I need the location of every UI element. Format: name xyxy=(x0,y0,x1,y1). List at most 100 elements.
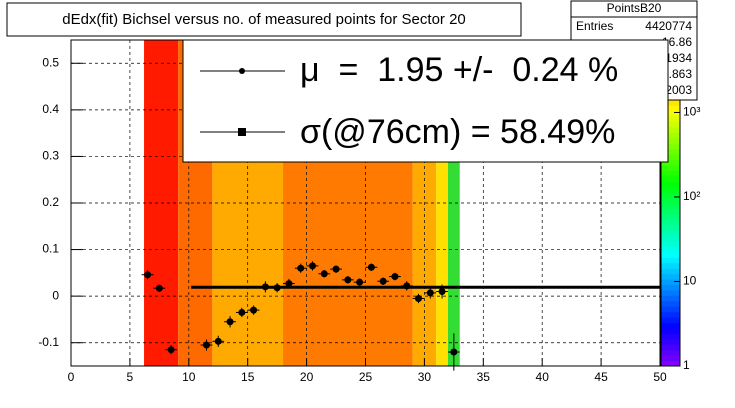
z-tick-label: 10³ xyxy=(683,105,700,119)
heat-cell xyxy=(436,40,448,366)
y-tick-label: 0.4 xyxy=(42,102,59,116)
point xyxy=(403,282,411,290)
z-tick-label: 1 xyxy=(683,358,690,372)
palette-strip xyxy=(661,203,680,209)
stats-value: 7.863 xyxy=(662,67,692,81)
x-tick-label: 20 xyxy=(300,370,314,384)
palette-strip xyxy=(661,317,680,324)
palette-strip xyxy=(661,235,680,242)
palette-strip xyxy=(661,268,680,275)
palette-strip xyxy=(661,116,680,122)
point xyxy=(202,341,210,349)
x-tick-label: 35 xyxy=(477,370,491,384)
point xyxy=(391,273,399,281)
point xyxy=(155,284,163,292)
palette-strip xyxy=(661,121,680,128)
legend-entry: μ = 1.95 +/- 0.24 % xyxy=(300,51,618,89)
palette-strip xyxy=(661,213,680,220)
point xyxy=(367,263,375,271)
legend-marker xyxy=(238,128,246,136)
point xyxy=(273,284,281,292)
y-tick-label: 0 xyxy=(52,288,59,302)
z-tick-label: 10² xyxy=(683,189,700,203)
legend-entry: σ(@76cm) = 58.49% xyxy=(300,113,615,151)
palette-strip xyxy=(661,170,680,177)
palette-strip xyxy=(661,327,680,334)
legend: μ = 1.95 +/- 0.24 % σ(@76cm) = 58.49% xyxy=(182,39,669,163)
x-tick-label: 45 xyxy=(594,370,608,384)
palette-strip xyxy=(661,262,680,269)
x-tick-label: 10 xyxy=(182,370,196,384)
title-box xyxy=(6,2,522,37)
x-tick-label: 50 xyxy=(653,370,667,384)
legend-frame xyxy=(182,39,669,163)
stats-value: 16.86 xyxy=(662,35,692,49)
stats-entries: 4420774 xyxy=(645,19,692,33)
palette-strip xyxy=(661,273,680,280)
palette-strip xyxy=(661,251,680,258)
point xyxy=(332,265,340,273)
palette-strip xyxy=(661,230,680,237)
point xyxy=(297,264,305,272)
point xyxy=(415,294,423,302)
palette-strip xyxy=(661,132,680,139)
palette-strip xyxy=(661,126,680,133)
y-tick-label: 0.5 xyxy=(42,55,59,69)
point xyxy=(308,262,316,270)
x-tick-label: 5 xyxy=(127,370,134,384)
y-tick-label: 0.2 xyxy=(42,195,59,209)
palette-strip xyxy=(661,360,680,367)
point xyxy=(226,318,234,326)
point xyxy=(356,278,364,286)
point xyxy=(379,277,387,285)
palette-strip xyxy=(661,159,680,166)
palette-strip xyxy=(661,279,680,285)
palette-strip xyxy=(661,164,680,171)
x-tick-label: 25 xyxy=(359,370,373,384)
palette-strip xyxy=(661,154,680,161)
point xyxy=(238,308,246,316)
point xyxy=(426,289,434,297)
palette-strip xyxy=(661,257,680,264)
x-tick-label: 15 xyxy=(241,370,255,384)
palette-strip xyxy=(661,186,680,193)
point xyxy=(167,346,175,354)
palette-strip xyxy=(661,241,680,247)
palette-strip xyxy=(661,338,680,345)
heat-cell xyxy=(447,40,460,366)
palette-strip xyxy=(661,333,680,340)
stats-name: PointsB20 xyxy=(607,1,662,15)
palette-strip xyxy=(661,197,680,204)
palette-strip xyxy=(661,246,680,253)
palette-strip xyxy=(661,300,680,307)
palette-strip xyxy=(661,295,680,302)
point xyxy=(261,283,269,291)
palette-strip xyxy=(661,137,680,144)
point xyxy=(285,280,293,288)
point xyxy=(214,337,222,345)
palette-strip xyxy=(661,99,680,106)
y-tick-label: 0.3 xyxy=(42,149,59,163)
palette-strip xyxy=(661,192,680,199)
palette-strip xyxy=(661,344,680,351)
stats-label: Entries xyxy=(576,19,613,33)
y-tick-label: -0.1 xyxy=(38,335,59,349)
point xyxy=(450,348,458,356)
palette-strip xyxy=(661,224,680,231)
palette-strip xyxy=(661,208,680,215)
legend-marker xyxy=(239,68,245,74)
point xyxy=(344,276,352,284)
palette-strip xyxy=(661,219,680,226)
palette-strip xyxy=(661,311,680,318)
palette-strip xyxy=(661,105,680,112)
palette-strip xyxy=(661,175,680,182)
x-tick-label: 0 xyxy=(68,370,75,384)
palette-strip xyxy=(661,181,680,188)
palette-strip xyxy=(661,306,680,313)
x-tick-label: 30 xyxy=(418,370,432,384)
palette-strip xyxy=(661,143,680,150)
palette-strip xyxy=(661,355,680,362)
palette-strip xyxy=(661,284,680,291)
point xyxy=(320,270,328,278)
